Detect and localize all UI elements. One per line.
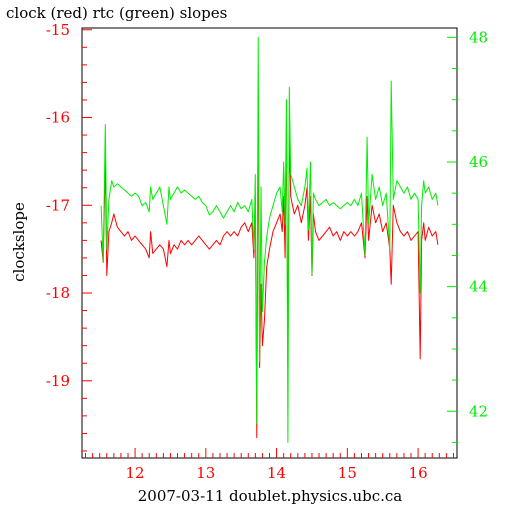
x-tick-label: 16 [409, 464, 428, 482]
x-tick-label: 13 [196, 464, 215, 482]
series-lines [100, 36, 439, 443]
chart-title: clock (red) rtc (green) slopes [6, 4, 227, 22]
plot-frame [81, 27, 458, 459]
y-right-tick-label: 42 [469, 402, 488, 420]
y-left-tick-label: -15 [46, 21, 70, 39]
x-tick-label: 14 [267, 464, 286, 482]
y-right-tick-label: 46 [469, 153, 488, 171]
series-line-clock [100, 103, 439, 439]
x-tick-label: 12 [126, 464, 145, 482]
x-axis-label: 2007-03-11 doublet.physics.ubc.ca [138, 487, 403, 505]
y-left-tick-label: -19 [46, 372, 70, 390]
y-right-tick-label: 48 [469, 28, 488, 46]
y-left-tick-label: -17 [46, 196, 70, 214]
y-axis-label: clockslope [10, 202, 28, 282]
axis-ticks: 12 13 14 15 16 -15 -16 -17 -18 -19 48 46 44 42 [46, 21, 488, 482]
y-right-tick-label: 44 [469, 278, 488, 296]
y-left-tick-label: -18 [46, 284, 70, 302]
series-line-rtc [100, 36, 439, 443]
y-left-tick-label: -16 [46, 109, 70, 127]
x-tick-label: 15 [338, 464, 357, 482]
